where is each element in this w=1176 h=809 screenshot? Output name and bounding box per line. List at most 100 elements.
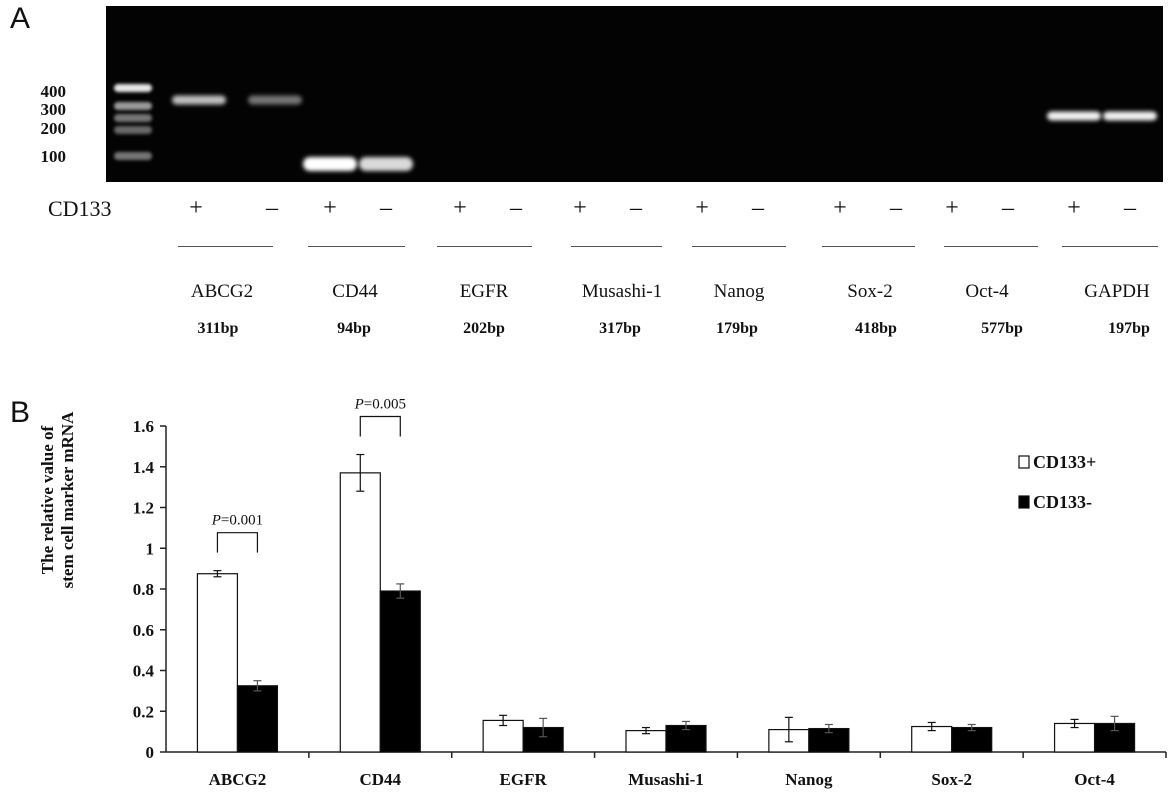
gel-image (106, 6, 1163, 182)
bar-cd133-neg (236, 685, 279, 753)
bar-cd133-pos (1053, 722, 1096, 753)
plus-sign: + (323, 195, 337, 221)
plus-sign: + (833, 195, 847, 221)
bar-cd133-pos (482, 719, 524, 753)
plus-sign: + (695, 195, 709, 221)
gene-bp: 179bp (716, 320, 758, 337)
y-axis-title: The relative value of stem cell marker m… (38, 310, 78, 690)
gene-name: CD44 (332, 281, 378, 302)
x-tick-label: Nanog (785, 770, 833, 789)
significance-bracket (216, 532, 259, 553)
gene-name: GAPDH (1084, 281, 1150, 302)
bar-cd133-pos (196, 573, 239, 753)
gene-bp: 577bp (981, 320, 1023, 337)
gene-separator-line (308, 246, 405, 247)
minus-sign: – (890, 195, 902, 221)
minus-sign: – (630, 195, 642, 221)
x-tick-label: Musashi-1 (628, 770, 704, 789)
bar-cd133-neg (522, 726, 564, 753)
y-tick-label: 1 (146, 539, 155, 558)
bar-cd133-pos (339, 472, 381, 753)
gene-separator-line (822, 246, 915, 247)
legend-swatch (1018, 495, 1030, 509)
y-tick-label: 1.6 (133, 417, 154, 436)
panel-b-letter: B (10, 396, 31, 429)
gene-bp: 317bp (599, 320, 641, 337)
p-value-label: P=0.005 (354, 397, 406, 413)
gene-bp: 418bp (855, 320, 897, 337)
legend-swatch (1018, 455, 1030, 469)
y-tick-label: 0.4 (133, 662, 155, 681)
ladder-label: 200 (40, 119, 67, 138)
gel-band-abcg2 (248, 95, 302, 105)
minus-sign: – (752, 195, 764, 221)
gel-band-cd44 (359, 157, 413, 171)
gene-bp: 311bp (197, 320, 239, 337)
plus-sign: + (189, 195, 203, 221)
plus-sign: + (945, 195, 959, 221)
x-tick-label: Oct-4 (1074, 770, 1115, 789)
minus-sign: – (1002, 195, 1014, 221)
x-tick-label: CD44 (360, 770, 402, 789)
bar-cd133-pos (911, 725, 953, 753)
gene-name: Oct-4 (965, 281, 1009, 302)
minus-sign: – (510, 195, 522, 221)
bar-cd133-pos (625, 730, 667, 753)
y-axis-title-line2: stem cell marker mRNA (58, 411, 77, 589)
y-tick-label: 0.2 (133, 702, 154, 721)
bar-cd133-neg (1093, 722, 1136, 753)
x-tick-label: ABCG2 (209, 770, 267, 789)
gene-separator-line (692, 246, 786, 247)
ladder-band (114, 84, 152, 92)
y-tick-label: 0.6 (133, 621, 154, 640)
gene-bp: 197bp (1108, 320, 1150, 337)
minus-sign: – (380, 195, 392, 221)
gene-separator-line (944, 246, 1038, 247)
x-tick-label: Sox-2 (931, 770, 972, 789)
minus-sign: – (1124, 195, 1136, 221)
gene-separator-line (178, 246, 273, 247)
gel-band-cd44 (303, 157, 357, 171)
gel-band-gapdh (1047, 111, 1101, 121)
ladder-label: 400 (40, 82, 67, 101)
gene-name: Nanog (713, 281, 765, 302)
ladder-band (114, 126, 152, 134)
gene-separator-line (437, 246, 532, 247)
p-value-label: P=0.001 (211, 513, 263, 529)
gel-band-gapdh (1103, 111, 1157, 121)
gene-name: EGFR (459, 281, 509, 302)
bar-cd133-pos (768, 728, 810, 753)
x-tick-label: EGFR (500, 770, 548, 789)
ladder-label: 300 (40, 100, 67, 119)
bar-cd133-neg (808, 727, 850, 753)
ladder-band (114, 152, 152, 160)
gene-bp: 202bp (463, 320, 505, 337)
plus-sign: + (573, 195, 587, 221)
gene-name: Musashi-1 (581, 281, 663, 302)
plus-sign: + (453, 195, 467, 221)
gel-band-abcg2 (172, 95, 226, 105)
gene-separator-line (1062, 246, 1158, 247)
plus-sign: + (1067, 195, 1081, 221)
y-tick-label: 1.2 (133, 499, 154, 518)
y-tick-label: 0 (146, 743, 155, 762)
ladder-band (114, 114, 152, 122)
y-tick-label: 1.4 (133, 458, 155, 477)
y-tick-label: 0.8 (133, 580, 154, 599)
ladder-band (114, 102, 152, 110)
minus-sign: – (266, 195, 278, 221)
gene-name: Sox-2 (847, 281, 893, 302)
gene-separator-line (571, 246, 662, 247)
significance-bracket (359, 415, 401, 437)
legend-label: CD133+ (1033, 452, 1096, 472)
ladder-label: 100 (40, 147, 67, 166)
gene-bp: 94bp (337, 320, 371, 337)
legend-label: CD133- (1033, 492, 1092, 512)
panel-a-letter: A (10, 2, 31, 35)
y-axis-title-line1: The relative value of (38, 425, 57, 575)
cd133-row-label: CD133 (48, 196, 112, 221)
gene-name: ABCG2 (190, 281, 254, 302)
bar-cd133-neg (951, 726, 993, 753)
bar-cd133-neg (665, 724, 707, 753)
bar-cd133-neg (379, 590, 421, 753)
